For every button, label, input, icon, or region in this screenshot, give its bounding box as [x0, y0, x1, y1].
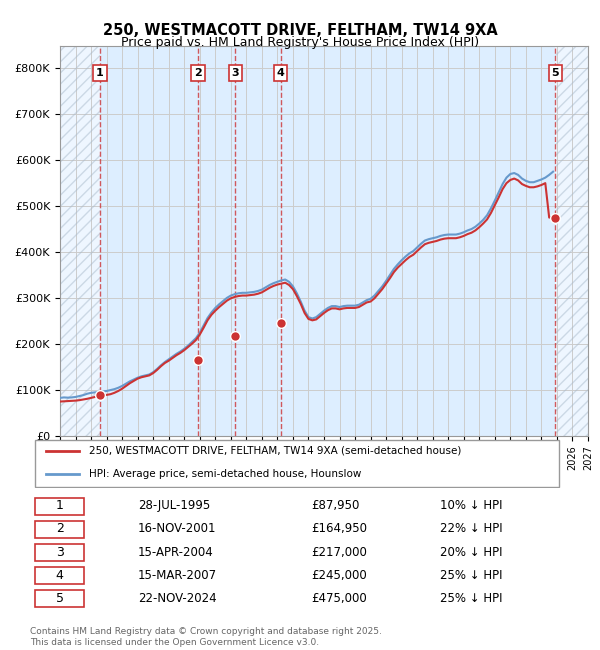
Text: 22% ↓ HPI: 22% ↓ HPI	[440, 523, 503, 536]
Text: £245,000: £245,000	[311, 569, 367, 582]
Text: 10% ↓ HPI: 10% ↓ HPI	[440, 499, 503, 512]
Text: £87,950: £87,950	[311, 499, 359, 512]
FancyBboxPatch shape	[35, 521, 84, 538]
FancyBboxPatch shape	[35, 439, 559, 486]
Text: £475,000: £475,000	[311, 592, 367, 604]
Text: HPI: Average price, semi-detached house, Hounslow: HPI: Average price, semi-detached house,…	[89, 469, 362, 479]
FancyBboxPatch shape	[35, 590, 84, 607]
Text: 5: 5	[551, 68, 559, 78]
Bar	[60, 46, 100, 436]
Text: 22-NOV-2024: 22-NOV-2024	[138, 592, 217, 604]
Text: 2: 2	[56, 523, 64, 536]
Text: 250, WESTMACOTT DRIVE, FELTHAM, TW14 9XA (semi-detached house): 250, WESTMACOTT DRIVE, FELTHAM, TW14 9XA…	[89, 446, 462, 456]
Text: 16-NOV-2001: 16-NOV-2001	[138, 523, 217, 536]
Text: Price paid vs. HM Land Registry's House Price Index (HPI): Price paid vs. HM Land Registry's House …	[121, 36, 479, 49]
Text: 25% ↓ HPI: 25% ↓ HPI	[440, 592, 503, 604]
Text: 4: 4	[277, 68, 284, 78]
Text: 3: 3	[56, 545, 64, 558]
Text: 1: 1	[56, 499, 64, 512]
Text: £217,000: £217,000	[311, 545, 367, 558]
Text: 3: 3	[232, 68, 239, 78]
Text: 4: 4	[56, 569, 64, 582]
Bar	[556, 46, 588, 436]
Text: 5: 5	[56, 592, 64, 604]
Text: £164,950: £164,950	[311, 523, 367, 536]
Text: 250, WESTMACOTT DRIVE, FELTHAM, TW14 9XA: 250, WESTMACOTT DRIVE, FELTHAM, TW14 9XA	[103, 23, 497, 38]
FancyBboxPatch shape	[35, 567, 84, 584]
Text: 25% ↓ HPI: 25% ↓ HPI	[440, 569, 503, 582]
Text: 2: 2	[194, 68, 202, 78]
FancyBboxPatch shape	[35, 498, 84, 515]
Text: 15-APR-2004: 15-APR-2004	[138, 545, 214, 558]
Text: 28-JUL-1995: 28-JUL-1995	[138, 499, 210, 512]
Text: 1: 1	[96, 68, 104, 78]
Text: 20% ↓ HPI: 20% ↓ HPI	[440, 545, 503, 558]
Text: Contains HM Land Registry data © Crown copyright and database right 2025.
This d: Contains HM Land Registry data © Crown c…	[30, 627, 382, 647]
FancyBboxPatch shape	[35, 544, 84, 561]
Text: 15-MAR-2007: 15-MAR-2007	[138, 569, 217, 582]
